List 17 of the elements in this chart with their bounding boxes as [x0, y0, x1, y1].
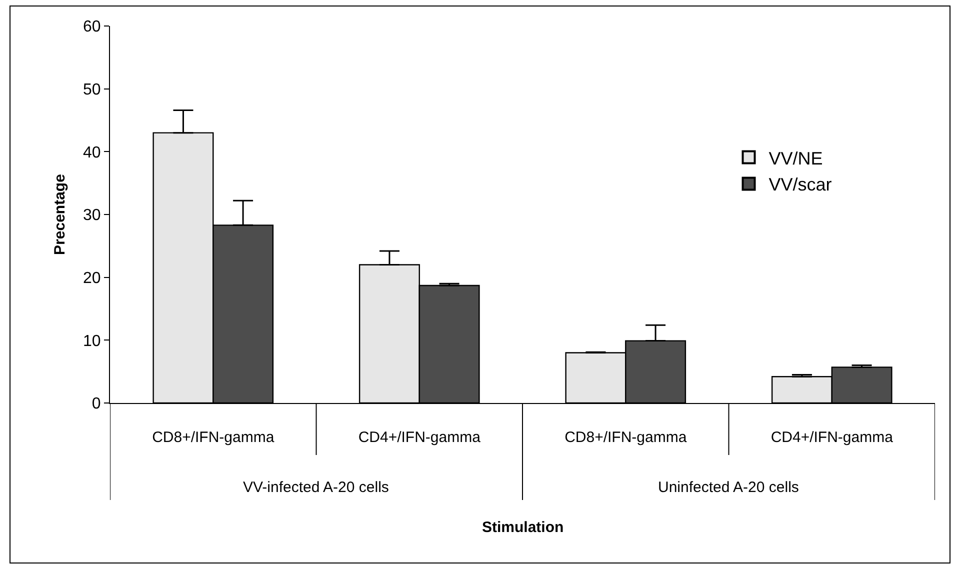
- x-axis-title: Stimulation: [482, 519, 564, 536]
- y-axis-title: Precentage: [51, 174, 68, 255]
- legend-label: VV/scar: [768, 174, 832, 195]
- x-tick-label: CD8+/IFN-gamma: [152, 429, 275, 446]
- y-tick-label: 60: [83, 18, 101, 36]
- y-tick-label: 20: [83, 270, 101, 287]
- text: VV-infected A-20 cells: [243, 479, 389, 496]
- y-tick-label: 30: [83, 207, 101, 224]
- x-tick-label: CD8+/IFN-gamma: [564, 429, 688, 446]
- y-tick-label: 10: [83, 332, 101, 350]
- legend-label: VV/NE: [768, 148, 823, 168]
- y-tick-label: 40: [83, 144, 101, 162]
- text: Uninfected A-20 cells: [658, 479, 799, 496]
- x-tick-label: CD4+/IFN-gamma: [358, 429, 482, 446]
- y-tick-label: 50: [83, 81, 101, 98]
- x-tick-label: CD4+/IFN-gamma: [770, 429, 894, 446]
- y-tick-label: 0: [92, 396, 101, 413]
